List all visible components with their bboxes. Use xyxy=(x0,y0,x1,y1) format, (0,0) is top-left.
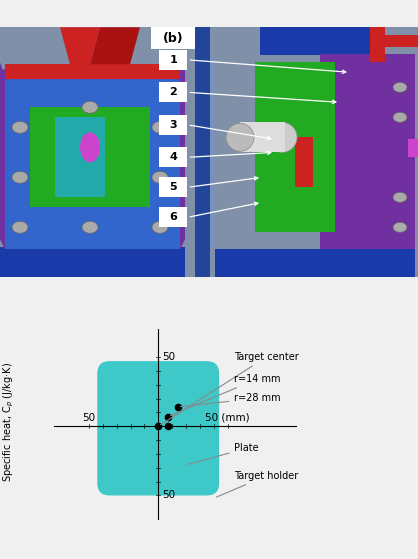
Bar xyxy=(160,82,187,102)
Polygon shape xyxy=(180,67,185,249)
Bar xyxy=(295,138,313,187)
Text: 3: 3 xyxy=(170,120,177,130)
Bar xyxy=(5,64,180,79)
Bar xyxy=(385,35,418,48)
Ellipse shape xyxy=(393,222,407,233)
Polygon shape xyxy=(0,27,418,277)
Text: Target holder: Target holder xyxy=(216,471,299,497)
Ellipse shape xyxy=(393,192,407,202)
Text: 4: 4 xyxy=(170,152,177,162)
Bar xyxy=(215,249,415,277)
Polygon shape xyxy=(60,27,100,64)
Bar xyxy=(160,207,187,228)
Text: 6: 6 xyxy=(170,212,177,222)
Text: Specific heat, C$_p$ (J/kg·K): Specific heat, C$_p$ (J/kg·K) xyxy=(1,362,15,482)
Bar xyxy=(320,54,415,249)
Text: 50: 50 xyxy=(162,490,175,500)
Bar xyxy=(210,58,215,247)
Text: r=28 mm: r=28 mm xyxy=(181,394,281,406)
Bar xyxy=(5,79,180,249)
Bar xyxy=(370,27,385,62)
Text: Target center: Target center xyxy=(161,352,299,425)
Ellipse shape xyxy=(82,221,98,233)
Ellipse shape xyxy=(152,121,168,134)
Bar xyxy=(160,50,187,70)
Text: 50: 50 xyxy=(82,413,96,423)
Polygon shape xyxy=(90,27,140,64)
Ellipse shape xyxy=(152,221,168,233)
Text: (b): (b) xyxy=(163,32,184,45)
Text: Plate: Plate xyxy=(189,443,259,465)
Bar xyxy=(0,247,185,277)
Ellipse shape xyxy=(12,171,28,183)
Ellipse shape xyxy=(393,82,407,92)
Bar xyxy=(195,27,210,277)
Ellipse shape xyxy=(80,132,100,162)
Ellipse shape xyxy=(152,171,168,183)
Bar xyxy=(160,148,187,167)
Bar xyxy=(255,62,335,233)
Bar xyxy=(30,107,150,207)
FancyBboxPatch shape xyxy=(97,361,219,495)
Bar xyxy=(55,117,105,197)
Ellipse shape xyxy=(12,121,28,134)
Ellipse shape xyxy=(393,112,407,122)
Text: 2: 2 xyxy=(170,87,177,97)
Bar xyxy=(160,115,187,135)
Ellipse shape xyxy=(82,101,98,113)
Ellipse shape xyxy=(226,124,254,151)
Text: 50 (mm): 50 (mm) xyxy=(205,413,250,423)
Bar xyxy=(160,177,187,197)
Polygon shape xyxy=(0,69,185,79)
Ellipse shape xyxy=(267,122,297,152)
Text: 50: 50 xyxy=(162,352,175,362)
Bar xyxy=(408,139,418,157)
Text: r=14 mm: r=14 mm xyxy=(171,374,281,415)
Polygon shape xyxy=(0,62,5,249)
Bar xyxy=(260,27,370,55)
Bar xyxy=(240,122,285,152)
Ellipse shape xyxy=(12,221,28,233)
Text: 5: 5 xyxy=(170,182,177,192)
Bar xyxy=(151,27,196,49)
Text: 1: 1 xyxy=(170,55,177,65)
